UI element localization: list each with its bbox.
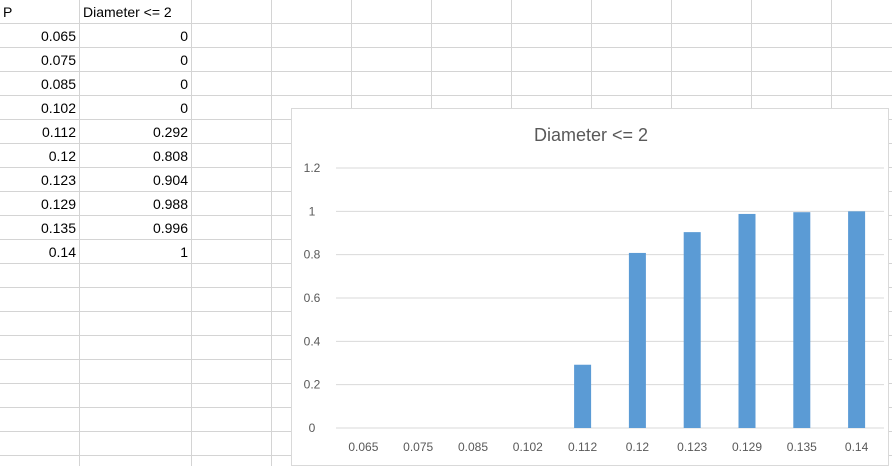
chart-bar[interactable] [848,211,866,428]
cell-diameter[interactable]: 0.808 [152,148,188,164]
x-axis-labels: 0.065 0.075 0.085 0.102 0.112 0.12 0.123 0.129 0… [348,440,868,454]
cell-diameter[interactable]: 0 [180,28,188,44]
grid-column-line [271,0,272,466]
cell-diameter[interactable]: 0.988 [152,196,188,212]
cell-diameter[interactable]: 0.292 [152,124,188,140]
cell-p[interactable]: 0.075 [40,52,76,68]
x-tick-label: 0.123 [677,440,707,454]
cell-p[interactable]: 0.135 [40,220,76,236]
cell-diameter[interactable]: 0.996 [152,220,188,236]
cell-p[interactable]: 0.112 [42,124,76,140]
cell-diameter[interactable]: 0 [180,52,188,68]
cell-p[interactable]: 0.123 [40,172,76,188]
chart-bar[interactable] [793,212,811,428]
bar-chart[interactable]: Diameter <= 2 0 0.2 0.4 0.6 0.8 1 1.2 0.065 0.0… [291,108,889,466]
cell-p[interactable]: 0.12 [48,148,76,164]
x-tick-label: 0.14 [845,440,869,454]
grid-column-line [191,0,192,466]
cell-p[interactable]: 0.14 [48,244,76,260]
cell-p[interactable]: 0.085 [40,76,76,92]
y-axis-labels: 0 0.2 0.4 0.6 0.8 1 1.2 [304,161,321,435]
column-header-p[interactable]: P [3,4,13,20]
grid-row-line [0,95,892,96]
chart-bar[interactable] [574,364,592,428]
grid-row-line [0,47,892,48]
x-tick-label: 0.129 [732,440,762,454]
chart-bar[interactable] [683,232,701,428]
y-tick-label: 0.8 [304,248,321,262]
cell-diameter[interactable]: 1 [180,244,188,260]
y-tick-label: 0.6 [304,291,321,305]
x-tick-label: 0.135 [787,440,817,454]
cell-p[interactable]: 0.065 [40,28,76,44]
y-tick-label: 0 [309,421,316,435]
cell-diameter[interactable]: 0.904 [152,172,188,188]
x-tick-label: 0.12 [626,440,650,454]
y-tick-label: 1.2 [304,161,321,175]
grid-row-line [0,23,892,24]
cell-p[interactable]: 0.129 [40,196,76,212]
column-header-diameter[interactable]: Diameter <= 2 [83,4,172,20]
chart-bar[interactable] [628,252,646,428]
chart-canvas: Diameter <= 2 00.20.40.60.811.2 0.065 0.0… [304,125,884,454]
x-tick-label: 0.075 [403,440,433,454]
grid-row-line [0,71,892,72]
x-tick-label: 0.112 [568,440,597,454]
y-tick-label: 0.4 [304,334,321,348]
y-tick-label: 0.2 [304,378,321,392]
x-tick-label: 0.085 [458,440,488,454]
cell-p[interactable]: 0.102 [40,100,76,116]
chart-gridlines [336,167,884,429]
x-tick-label: 0.102 [513,440,543,454]
x-tick-label: 0.065 [348,440,378,454]
chart-bar[interactable] [738,213,756,428]
chart-title[interactable]: Diameter <= 2 [534,125,648,145]
cell-diameter[interactable]: 0 [180,100,188,116]
y-tick-label: 1 [309,204,316,218]
chart-bars[interactable] [574,211,866,428]
grid-column-line [79,0,80,466]
cell-diameter[interactable]: 0 [180,76,188,92]
